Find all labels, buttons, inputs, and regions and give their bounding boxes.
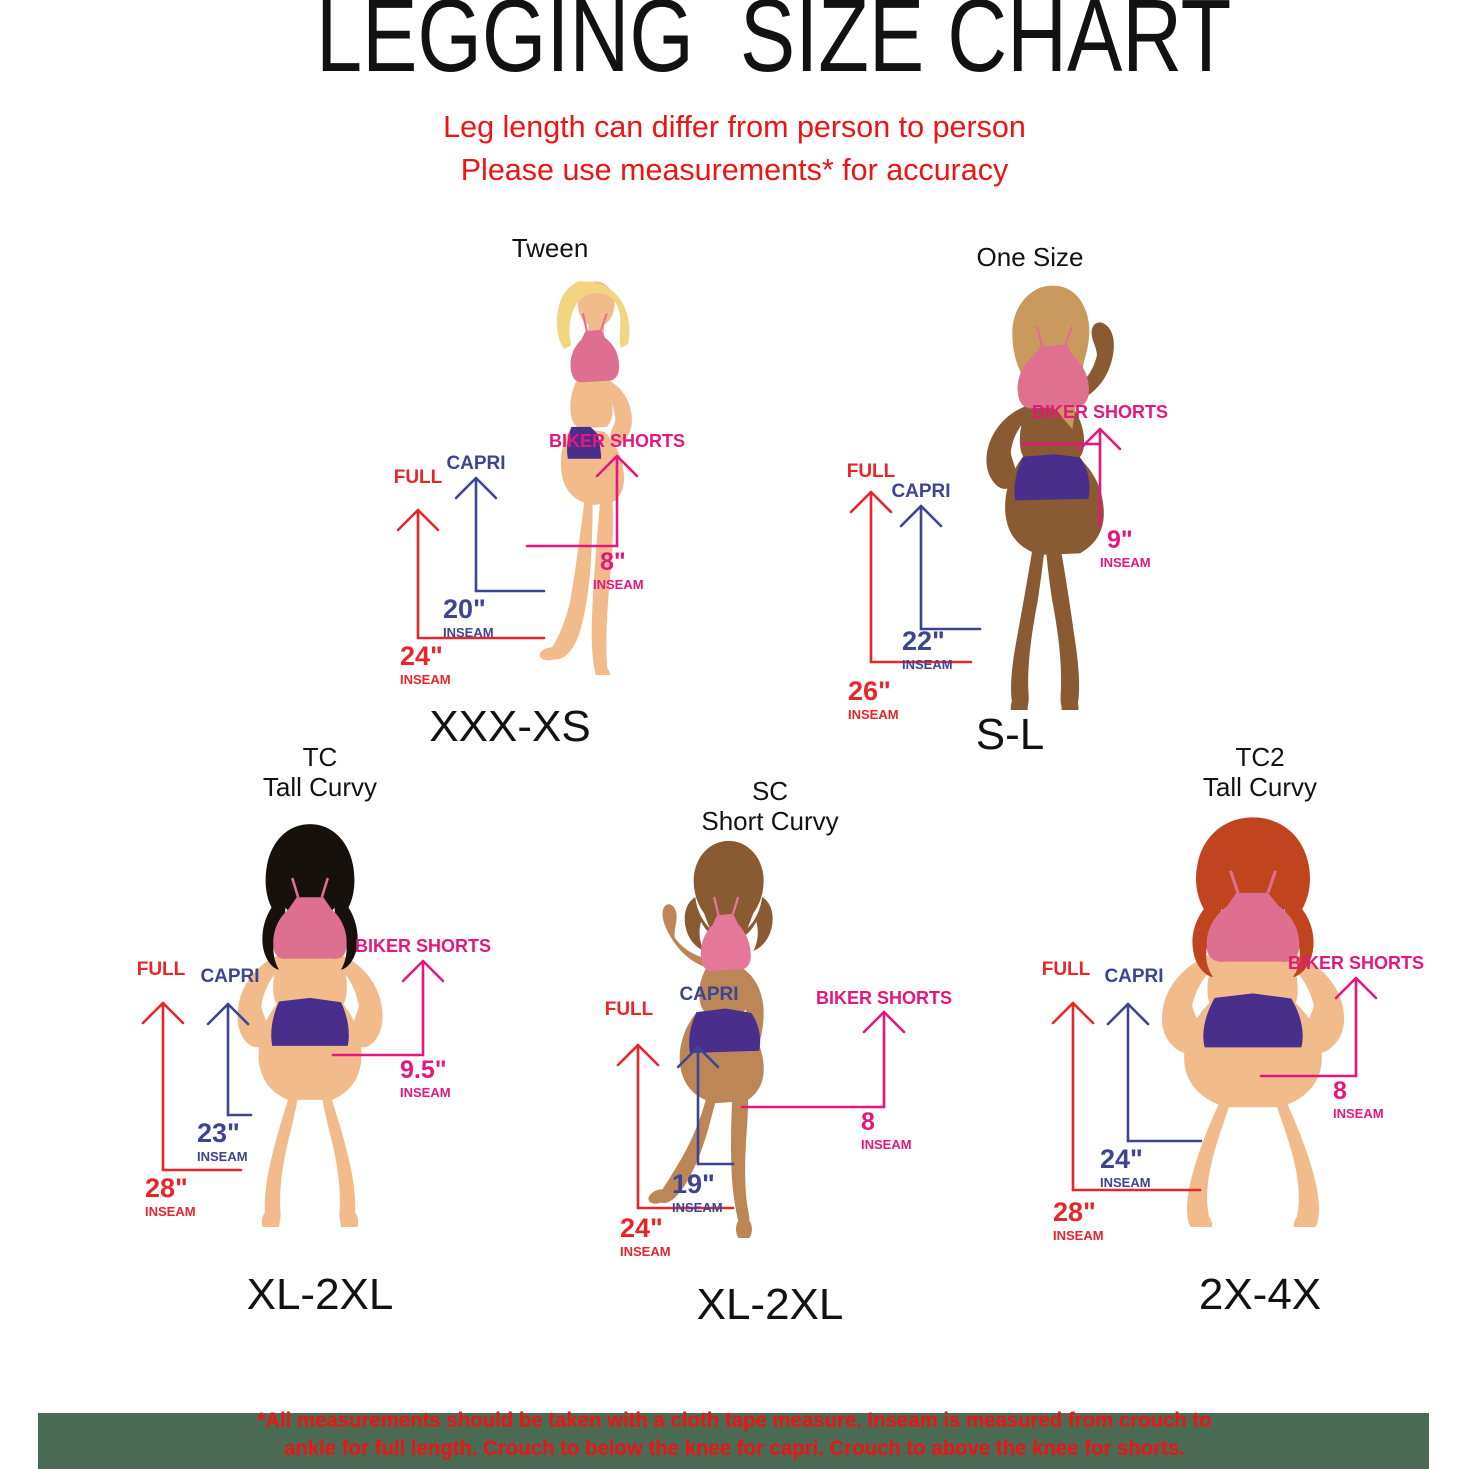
svg-text:26": 26": [848, 676, 891, 706]
svg-text:FULL: FULL: [847, 461, 896, 482]
svg-text:INSEAM: INSEAM: [145, 1204, 196, 1219]
svg-text:8: 8: [1333, 1077, 1347, 1105]
svg-text:BIKER SHORTS: BIKER SHORTS: [1032, 402, 1168, 422]
svg-text:INSEAM: INSEAM: [848, 707, 899, 722]
svg-text:CAPRI: CAPRI: [446, 453, 505, 474]
svg-text:INSEAM: INSEAM: [400, 672, 451, 687]
svg-text:BIKER SHORTS: BIKER SHORTS: [355, 936, 491, 956]
svg-text:INSEAM: INSEAM: [672, 1200, 723, 1215]
svg-text:CAPRI: CAPRI: [200, 966, 259, 987]
svg-text:CAPRI: CAPRI: [679, 984, 738, 1005]
svg-text:INSEAM: INSEAM: [1100, 1175, 1151, 1190]
svg-text:BIKER SHORTS: BIKER SHORTS: [549, 431, 685, 451]
svg-text:23": 23": [197, 1118, 240, 1148]
svg-text:INSEAM: INSEAM: [593, 577, 644, 592]
svg-text:CAPRI: CAPRI: [1104, 966, 1163, 987]
svg-text:20": 20": [443, 594, 486, 624]
svg-text:INSEAM: INSEAM: [1100, 555, 1151, 570]
svg-text:8: 8: [861, 1108, 875, 1136]
svg-text:9": 9": [1107, 526, 1133, 554]
svg-text:FULL: FULL: [394, 467, 443, 488]
svg-text:CAPRI: CAPRI: [891, 481, 950, 502]
svg-text:FULL: FULL: [137, 959, 186, 980]
svg-text:28": 28": [1053, 1197, 1096, 1227]
svg-text:INSEAM: INSEAM: [902, 657, 953, 672]
svg-text:INSEAM: INSEAM: [1053, 1228, 1104, 1243]
svg-text:INSEAM: INSEAM: [443, 625, 494, 640]
svg-text:28": 28": [145, 1173, 188, 1203]
svg-text:8": 8": [600, 548, 626, 576]
svg-text:INSEAM: INSEAM: [197, 1149, 248, 1164]
svg-text:24": 24": [400, 641, 443, 671]
svg-text:FULL: FULL: [605, 999, 654, 1020]
svg-text:24": 24": [1100, 1144, 1143, 1174]
svg-text:19": 19": [672, 1169, 715, 1199]
svg-text:9.5": 9.5": [400, 1056, 447, 1084]
svg-text:22": 22": [902, 626, 945, 656]
svg-text:FULL: FULL: [1042, 959, 1091, 980]
svg-text:INSEAM: INSEAM: [1333, 1106, 1384, 1121]
svg-text:INSEAM: INSEAM: [400, 1085, 451, 1100]
svg-text:BIKER SHORTS: BIKER SHORTS: [816, 988, 952, 1008]
svg-text:BIKER SHORTS: BIKER SHORTS: [1288, 953, 1424, 973]
svg-text:INSEAM: INSEAM: [861, 1137, 912, 1152]
svg-text:INSEAM: INSEAM: [620, 1244, 671, 1259]
svg-text:24": 24": [620, 1213, 663, 1243]
